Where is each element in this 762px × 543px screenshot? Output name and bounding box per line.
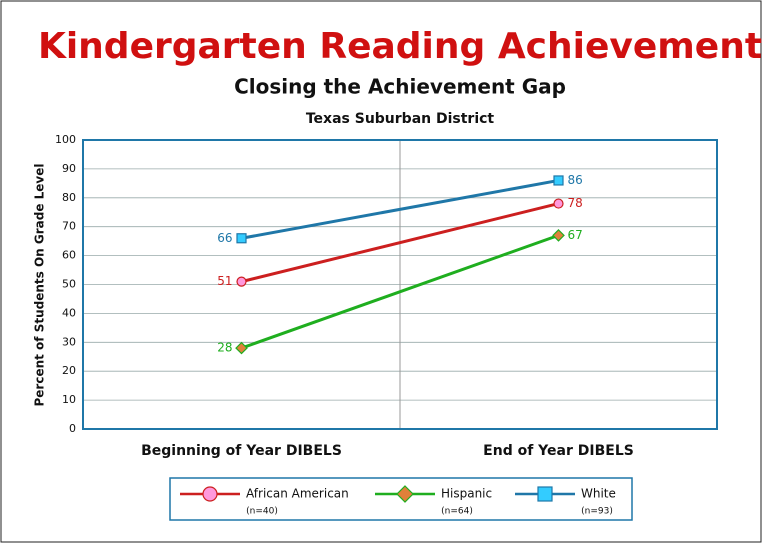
y-tick-label: 30 xyxy=(62,335,76,348)
y-axis-label: Percent of Students On Grade Level xyxy=(33,163,47,406)
series-line xyxy=(241,202,559,284)
chart-title: Kindergarten Reading Achievement xyxy=(38,26,762,67)
plot-area xyxy=(82,139,718,430)
data-label: 78 xyxy=(568,196,583,210)
y-tick-label: 100 xyxy=(55,133,76,146)
legend-note: (n=40) xyxy=(246,507,278,517)
x-tick-label: End of Year DIBELS xyxy=(483,443,634,459)
marker xyxy=(235,341,248,355)
data-label: 66 xyxy=(217,231,232,245)
marker xyxy=(202,486,218,502)
chart-subtitle: Texas Suburban District xyxy=(306,111,495,127)
data-label: 67 xyxy=(568,228,583,242)
data-label: 86 xyxy=(568,173,583,187)
legend-label: African American xyxy=(246,487,349,501)
data-label: 51 xyxy=(217,274,232,288)
marker xyxy=(537,486,553,502)
y-tick-label: 20 xyxy=(62,364,76,377)
marker xyxy=(552,229,565,242)
y-tick-label: 60 xyxy=(62,249,76,262)
y-tick-label: 80 xyxy=(62,191,76,204)
marker xyxy=(553,175,564,186)
y-tick-label: 10 xyxy=(62,393,76,406)
legend-label: White xyxy=(581,487,616,501)
legend-box xyxy=(169,477,633,521)
y-tick-label: 70 xyxy=(62,220,76,233)
x-tick-label: Beginning of Year DIBELS xyxy=(141,443,342,459)
y-tick-label: 90 xyxy=(62,162,76,175)
marker xyxy=(396,485,414,503)
y-tick-label: 0 xyxy=(69,422,76,435)
data-label: 28 xyxy=(217,341,232,355)
y-tick-label: 50 xyxy=(62,278,76,291)
y-tick-label: 40 xyxy=(62,306,76,319)
legend-label: Hispanic xyxy=(441,487,492,501)
marker xyxy=(236,276,247,287)
chart-subtitle: Closing the Achievement Gap xyxy=(234,75,566,99)
series-line xyxy=(241,178,559,240)
series-line xyxy=(240,233,560,350)
legend-note: (n=64) xyxy=(441,507,473,517)
marker xyxy=(553,198,564,209)
legend-note: (n=93) xyxy=(581,507,613,517)
marker xyxy=(236,233,247,244)
